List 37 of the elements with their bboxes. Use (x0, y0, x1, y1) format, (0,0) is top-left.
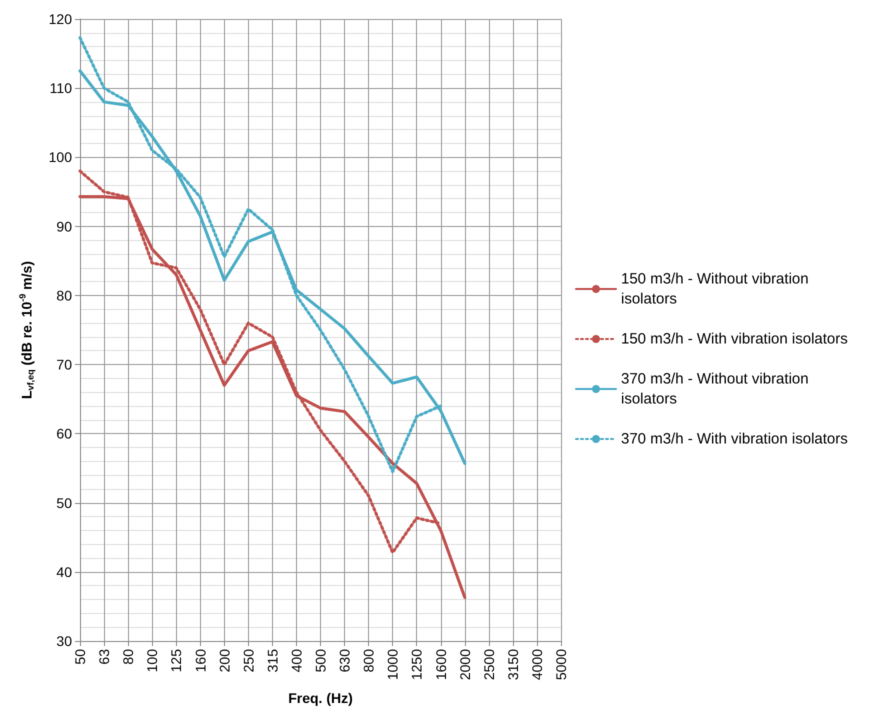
x-tick-label: 2000 (456, 648, 473, 680)
y-tick-label: 70 (56, 356, 72, 373)
y-tick-label: 60 (56, 426, 72, 442)
x-tick-label: 1000 (384, 648, 401, 680)
x-tick-label: 50 (72, 648, 88, 665)
y-tick-label: 110 (50, 80, 72, 96)
x-tick-label: 200 (216, 648, 232, 672)
x-tick-label: 80 (120, 648, 136, 665)
y-tick-label: 90 (56, 218, 72, 234)
legend-label: 150 m3/h - Without vibration isolators (621, 270, 813, 308)
x-tick-label: 4000 (528, 648, 545, 680)
y-tick-label: 100 (48, 149, 72, 166)
x-tick-label: 800 (360, 648, 377, 672)
x-tick-label: 400 (288, 648, 304, 672)
legend-label: 370 m3/h - Without vibration isolators (621, 370, 813, 408)
x-tick-label: 1250 (408, 648, 425, 680)
y-tick-label: 50 (56, 494, 72, 511)
y-tick-label: 30 (56, 633, 72, 649)
x-tick-label: 5000 (553, 648, 569, 680)
x-tick-label: 63 (96, 648, 112, 665)
x-tick-label: 3150 (504, 648, 521, 680)
x-tick-label: 125 (168, 648, 184, 672)
x-tick-label: 160 (192, 648, 208, 672)
y-tick-label: 40 (56, 564, 72, 580)
y-tick-label: 80 (56, 287, 72, 304)
x-tick-label: 100 (144, 648, 160, 672)
x-tick-label: 1600 (432, 648, 449, 680)
y-axis-title: Lvf,eq (dB re. 10-9 m/s) (18, 261, 36, 399)
x-tick-label: 250 (240, 648, 256, 672)
x-tick-label: 500 (312, 648, 328, 672)
y-tick-label: 120 (48, 11, 72, 27)
x-axis-title: Freq. (Hz) (288, 690, 353, 706)
legend-label: 150 m3/h - With vibration isolators (621, 330, 848, 348)
x-tick-label: 630 (336, 648, 353, 672)
x-tick-label: 2500 (480, 648, 497, 680)
x-tick-label: 315 (264, 648, 280, 672)
legend-label: 370 m3/h - With vibration isolators (621, 430, 848, 448)
